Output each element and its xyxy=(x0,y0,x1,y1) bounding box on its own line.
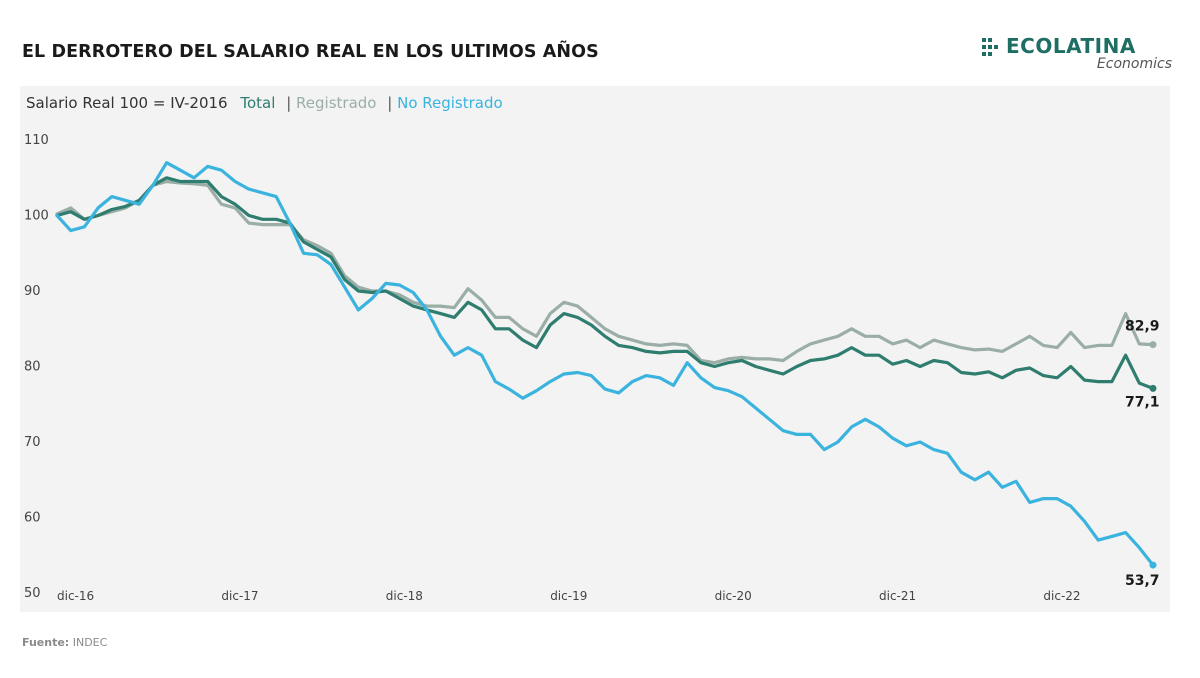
x-tick-label: dic-19 xyxy=(550,589,587,603)
source-value: INDEC xyxy=(72,636,108,649)
chart-title: EL DERROTERO DEL SALARIO REAL EN LOS ULT… xyxy=(22,42,599,62)
legend-no-registrado: No Registrado xyxy=(397,94,503,112)
x-tick-label: dic-18 xyxy=(386,589,423,603)
y-tick-label: 70 xyxy=(24,435,41,450)
end-point-marker xyxy=(1149,561,1157,569)
y-tick-label: 110 xyxy=(24,133,49,148)
x-tick-label: dic-16 xyxy=(57,589,94,603)
x-tick-label: dic-21 xyxy=(879,589,916,603)
legend-separator: | xyxy=(286,94,292,112)
x-tick-label: dic-22 xyxy=(1043,589,1080,603)
source-note: Fuente: INDEC xyxy=(22,636,107,649)
logo-grid-icon xyxy=(982,38,998,56)
legend-separator: | xyxy=(387,94,393,112)
series-line-no-registrado xyxy=(55,161,1155,567)
end-value-label: 53,7 xyxy=(1125,573,1160,589)
series-line-registrado xyxy=(55,179,1155,365)
chart-subtitle-row: Salario Real 100 = IV-2016 Total | Regis… xyxy=(26,94,503,112)
end-value-label: 82,9 xyxy=(1125,319,1160,335)
y-tick-label: 50 xyxy=(24,586,41,601)
series-line-total xyxy=(55,176,1155,390)
logo-name: ECOLATINA xyxy=(1006,34,1136,58)
end-point-marker xyxy=(1149,341,1157,349)
y-tick-label: 90 xyxy=(24,284,41,299)
chart-subtitle: Salario Real 100 = IV-2016 xyxy=(26,94,228,112)
ecolatina-logo: ECOLATINA Economics xyxy=(982,34,1172,78)
y-tick-label: 60 xyxy=(24,511,41,526)
x-tick-label: dic-20 xyxy=(715,589,752,603)
y-tick-label: 100 xyxy=(24,209,49,224)
end-value-label: 77,1 xyxy=(1125,394,1160,410)
source-label: Fuente: xyxy=(22,636,70,649)
x-tick-label: dic-17 xyxy=(221,589,258,603)
legend-registrado: Registrado xyxy=(296,94,377,112)
logo-subtitle: Economics xyxy=(1096,56,1172,72)
legend-total: Total xyxy=(240,94,276,112)
y-tick-label: 80 xyxy=(24,360,41,375)
end-point-marker xyxy=(1149,384,1157,392)
